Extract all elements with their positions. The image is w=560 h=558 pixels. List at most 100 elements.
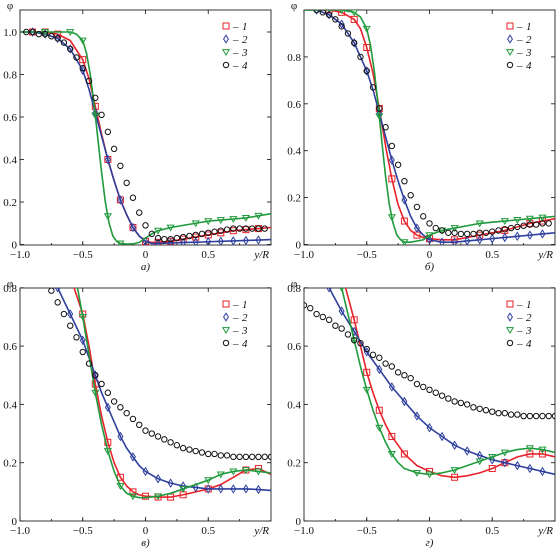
y-tick-label: 0 bbox=[12, 240, 18, 252]
data-point bbox=[66, 29, 75, 36]
y-tick-label: 0.2 bbox=[3, 197, 17, 209]
data-point bbox=[432, 224, 439, 232]
x-tick-label: −0.5 bbox=[357, 249, 377, 261]
data-point bbox=[142, 427, 149, 434]
data-point bbox=[476, 231, 484, 239]
data-point bbox=[161, 235, 168, 243]
data-point bbox=[67, 309, 74, 319]
data-point bbox=[54, 35, 61, 42]
data-point bbox=[514, 460, 521, 471]
data-point bbox=[142, 222, 149, 229]
data-point bbox=[229, 468, 238, 476]
data-point bbox=[326, 288, 332, 293]
data-point bbox=[217, 452, 225, 459]
data-point bbox=[526, 219, 534, 227]
data-point bbox=[242, 225, 250, 232]
legend-label: 3 bbox=[525, 325, 532, 337]
data-point bbox=[375, 113, 384, 121]
data-point bbox=[388, 142, 396, 150]
data-point bbox=[211, 450, 218, 458]
data-point bbox=[400, 239, 409, 245]
data-point bbox=[154, 433, 162, 440]
data-point bbox=[412, 470, 422, 477]
data-point bbox=[179, 486, 188, 493]
data-point bbox=[476, 229, 483, 236]
data-point bbox=[142, 466, 149, 477]
data-point bbox=[136, 421, 143, 429]
data-point bbox=[241, 215, 250, 222]
series-3 bbox=[76, 288, 271, 501]
legend-dash: – bbox=[232, 21, 239, 33]
plot-area bbox=[304, 10, 555, 245]
data-point bbox=[92, 372, 99, 379]
data-point bbox=[344, 30, 352, 37]
data-point bbox=[451, 473, 459, 481]
data-point bbox=[387, 214, 396, 222]
data-point bbox=[338, 19, 345, 29]
data-point bbox=[526, 230, 533, 240]
data-point bbox=[104, 402, 111, 413]
data-point bbox=[267, 453, 271, 461]
x-tick-label: 0.5 bbox=[485, 249, 499, 261]
data-point bbox=[439, 237, 446, 245]
legend-dash: – bbox=[232, 47, 239, 59]
x-tick-label: 0 bbox=[427, 249, 433, 261]
data-point bbox=[313, 10, 320, 14]
legend-label: 1 bbox=[526, 299, 532, 311]
data-point bbox=[103, 213, 112, 221]
y-tick-label: 0.4 bbox=[287, 146, 301, 158]
data-point bbox=[255, 484, 262, 495]
data-point bbox=[413, 411, 420, 421]
legend-label: 2 bbox=[242, 312, 248, 324]
data-point bbox=[79, 65, 86, 75]
data-point bbox=[513, 216, 522, 224]
legend: –1– 2– 3– 4 bbox=[221, 299, 248, 350]
data-point bbox=[545, 412, 552, 420]
x-tick-label: −0.5 bbox=[73, 525, 93, 537]
data-point bbox=[525, 445, 534, 453]
data-point bbox=[319, 313, 327, 321]
data-point bbox=[357, 53, 364, 61]
y-axis-label: φ bbox=[7, 0, 13, 12]
data-point bbox=[338, 10, 346, 16]
chart-panel-4: −1.0 −0.5 0 0.500.20.40.60.8φy/Rг)– 1– 2– 3– 4 bbox=[287, 278, 556, 549]
data-point bbox=[400, 450, 408, 458]
legend-dash: – bbox=[516, 60, 523, 72]
data-point bbox=[475, 458, 484, 466]
data-point bbox=[464, 446, 471, 456]
legend-marker bbox=[506, 300, 514, 308]
panel-label: г) bbox=[426, 537, 434, 549]
data-point bbox=[451, 398, 458, 405]
data-point bbox=[426, 220, 433, 227]
data-point bbox=[420, 213, 427, 220]
data-point bbox=[388, 155, 395, 165]
data-point bbox=[538, 450, 546, 458]
data-point bbox=[255, 225, 262, 232]
data-point bbox=[376, 364, 383, 375]
data-point bbox=[180, 237, 187, 245]
data-point bbox=[338, 306, 345, 316]
data-point bbox=[85, 77, 93, 85]
chart-panel-3: −1.0 −0.5 0 0.500.20.40.60.8φy/Rв)– 1– 2– 3– 4 bbox=[3, 240, 272, 549]
legend-marker bbox=[505, 49, 515, 56]
y-tick-label: 0.4 bbox=[287, 399, 301, 411]
data-point bbox=[363, 368, 371, 376]
data-point bbox=[401, 195, 408, 205]
data-point bbox=[413, 380, 421, 388]
data-point bbox=[104, 438, 112, 446]
data-point bbox=[255, 235, 262, 245]
data-point bbox=[129, 452, 136, 462]
data-point bbox=[60, 310, 68, 318]
data-point bbox=[526, 463, 533, 474]
data-point bbox=[362, 25, 371, 33]
data-point bbox=[438, 227, 446, 234]
data-point bbox=[470, 404, 477, 411]
data-point bbox=[78, 37, 87, 45]
legend-label: 1 bbox=[242, 21, 248, 33]
legend: –1– 2– 3– 4 bbox=[505, 299, 532, 350]
data-point bbox=[30, 240, 35, 248]
data-point bbox=[110, 398, 118, 405]
data-point bbox=[186, 446, 193, 453]
series-line-1 bbox=[344, 288, 555, 479]
data-point bbox=[110, 145, 118, 153]
